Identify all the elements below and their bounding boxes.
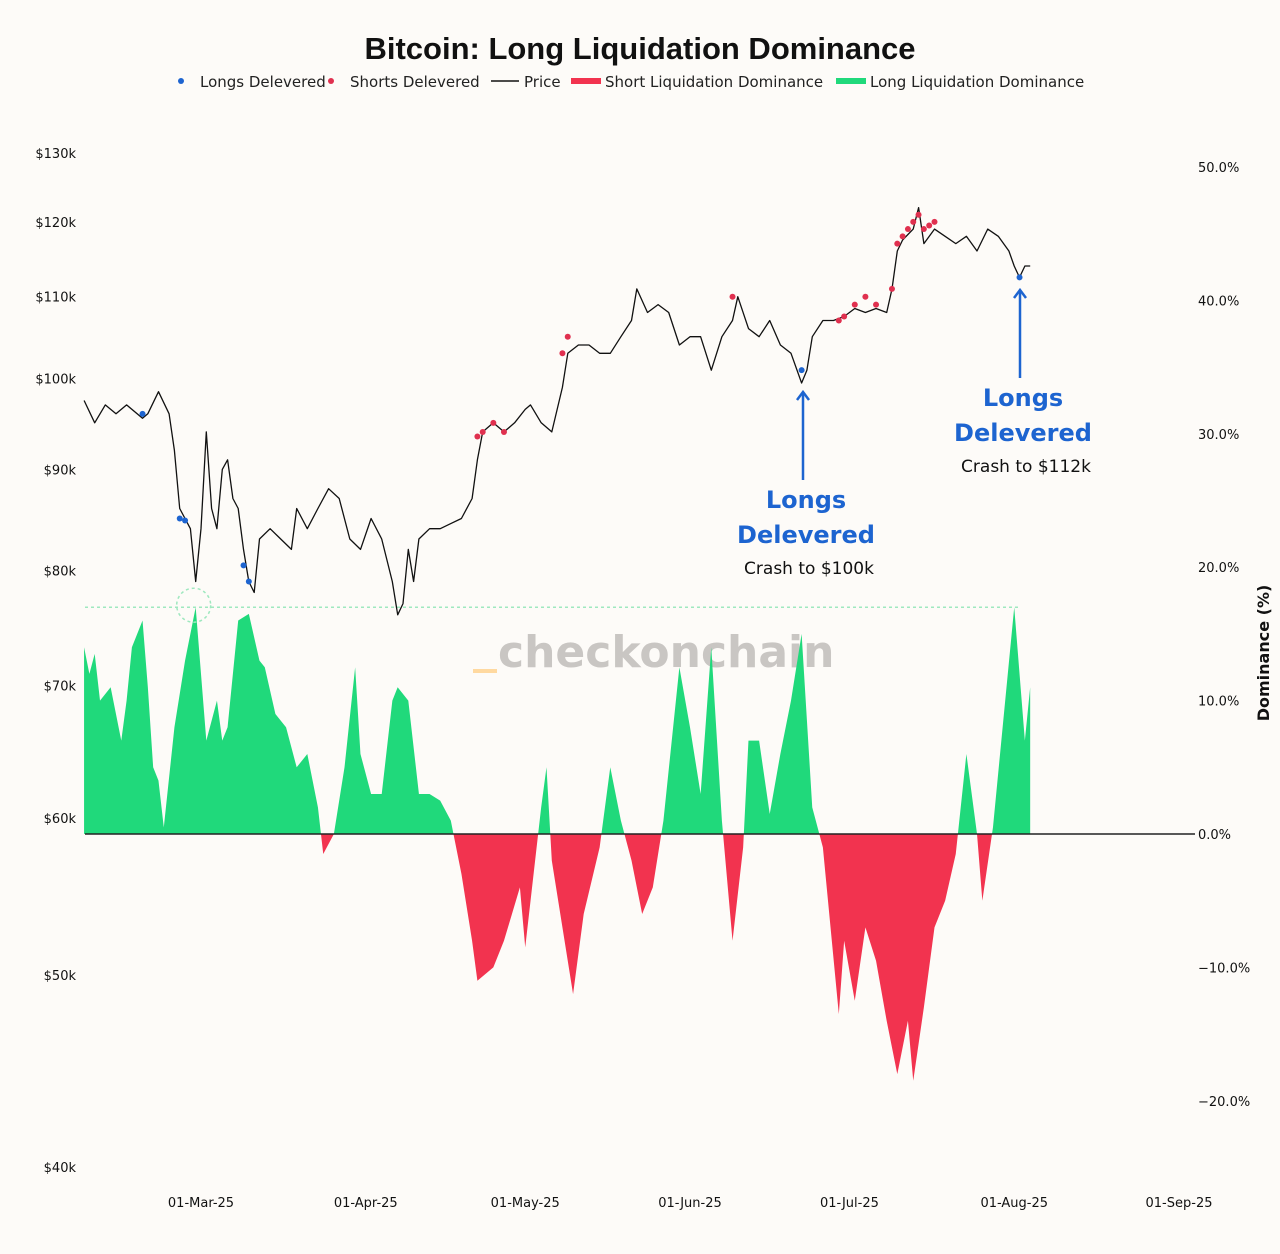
shorts-delevered-point (835, 317, 842, 324)
legend-label: Price (524, 73, 561, 91)
price-line (83, 206, 1031, 616)
annotation-line3: Crash to $112k (961, 457, 1091, 477)
shorts-delevered-point (841, 313, 848, 320)
y-right-tick-label: 30.0% (1198, 428, 1239, 443)
arrowhead-icon (1013, 287, 1027, 299)
legend-entry: Price (491, 73, 561, 91)
chart-title: Bitcoin: Long Liquidation Dominance (364, 31, 915, 66)
legend-swatch-icon (836, 78, 866, 84)
shorts-delevered-point (564, 333, 571, 340)
arrowhead-icon (796, 389, 810, 401)
x-tick-label: 01-Jun-25 (658, 1196, 722, 1211)
x-tick-label: 01-Mar-25 (168, 1196, 234, 1211)
y-left-tick-label: $70k (44, 680, 77, 695)
y-left-tick-label: $130k (35, 147, 76, 162)
shorts-delevered-point (500, 428, 507, 435)
short-liquidation-dominance-area (84, 834, 1031, 1081)
longs-delevered-point (182, 517, 189, 524)
shorts-delevered-point (474, 433, 481, 440)
shorts-delevered-point (920, 226, 927, 233)
shorts-delevered-point (926, 222, 933, 229)
shorts-delevered-point (894, 240, 901, 247)
watermark: checkonchain (473, 627, 834, 678)
y-left-tick-label: $90k (44, 463, 77, 478)
y-left-tick-label: $120k (35, 216, 76, 231)
y-left-tick-label: $110k (35, 291, 76, 306)
longs-delevered-point (245, 578, 252, 585)
longs-delevered-point (798, 367, 805, 374)
longs-delevered-point (1016, 274, 1023, 281)
shorts-delevered-point (851, 301, 858, 308)
legend-label: Short Liquidation Dominance (605, 73, 823, 91)
y-right-tick-label: 50.0% (1198, 161, 1239, 176)
legend-label: Long Liquidation Dominance (870, 73, 1084, 91)
dominance-area (84, 607, 1031, 1081)
annotation-longs-delevered: Longs Delevered Crash to $100k (737, 389, 875, 579)
legend-entry: Longs Delevered (178, 73, 326, 91)
y-left-tick-label: $40k (44, 1161, 77, 1176)
shorts-delevered-point (729, 293, 736, 300)
y-left-tick-label: $80k (44, 565, 77, 580)
legend: Longs Delevered Shorts Delevered Price Shor… (178, 73, 1084, 91)
shorts-delevered-point (862, 293, 869, 300)
longs-delevered-point (139, 410, 146, 417)
y-right-tick-label: −10.0% (1198, 961, 1250, 976)
shorts-delevered-point (931, 218, 938, 225)
shorts-delevered-point (559, 350, 566, 357)
legend-entry: Short Liquidation Dominance (571, 73, 823, 91)
price-series (83, 206, 1031, 616)
axes: $130k $120k $110k $100k $90k $80k $70k $60k $50k… (35, 147, 1250, 1211)
shorts-delevered-point (490, 419, 497, 426)
reference-lines (85, 587, 1195, 835)
watermark-dash (473, 669, 497, 673)
legend-label: Shorts Delevered (350, 73, 480, 91)
shorts-delevered-point (873, 301, 880, 308)
watermark-text: checkonchain (498, 627, 834, 678)
annotation-longs-delevered: Longs Delevered Crash to $112k (954, 287, 1092, 477)
shorts-delevered-point (904, 226, 911, 233)
highlight-circle (175, 587, 212, 623)
legend-entry: Long Liquidation Dominance (836, 73, 1084, 91)
shorts-delevered-point (888, 285, 895, 292)
longs-delevered-point (176, 515, 183, 522)
shorts-delevered-point (915, 211, 922, 218)
y-right-label: Dominance (%) (1254, 585, 1273, 722)
x-tick-label: 01-May-25 (491, 1196, 560, 1211)
shorts-delevered-point (479, 428, 486, 435)
x-tick-label: 01-Apr-25 (334, 1196, 398, 1211)
long-liquidation-dominance-area (84, 607, 1031, 834)
annotation-line2: Delevered (954, 419, 1092, 447)
delever-markers (139, 211, 1023, 585)
annotation-line2: Delevered (737, 521, 875, 549)
y-left-tick-label: $50k (44, 969, 77, 984)
legend-dot-icon (178, 78, 184, 84)
annotations: Longs Delevered Crash to $100k Longs Delever… (737, 287, 1092, 579)
y-right-tick-label: 0.0% (1198, 828, 1231, 843)
legend-swatch-icon (571, 78, 601, 84)
legend-dot-icon (328, 78, 334, 84)
x-tick-label: 01-Jul-25 (820, 1196, 879, 1211)
x-tick-label: 01-Aug-25 (980, 1196, 1048, 1211)
shorts-delevered-point (910, 218, 917, 225)
legend-label: Longs Delevered (200, 73, 326, 91)
annotation-line1: Longs (983, 384, 1063, 412)
annotation-line3: Crash to $100k (744, 559, 874, 579)
y-right-tick-label: 40.0% (1198, 294, 1239, 309)
y-left-tick-label: $100k (35, 373, 76, 388)
longs-delevered-point (240, 562, 247, 569)
y-right-tick-label: 20.0% (1198, 561, 1239, 576)
x-tick-label: 01-Sep-25 (1146, 1196, 1213, 1211)
legend-entry: Shorts Delevered (328, 73, 480, 91)
annotation-line1: Longs (766, 486, 846, 514)
y-right-tick-label: 10.0% (1198, 695, 1239, 710)
y-left-tick-label: $60k (44, 812, 77, 827)
shorts-delevered-point (899, 233, 906, 240)
y-right-tick-label: −20.0% (1198, 1095, 1250, 1110)
